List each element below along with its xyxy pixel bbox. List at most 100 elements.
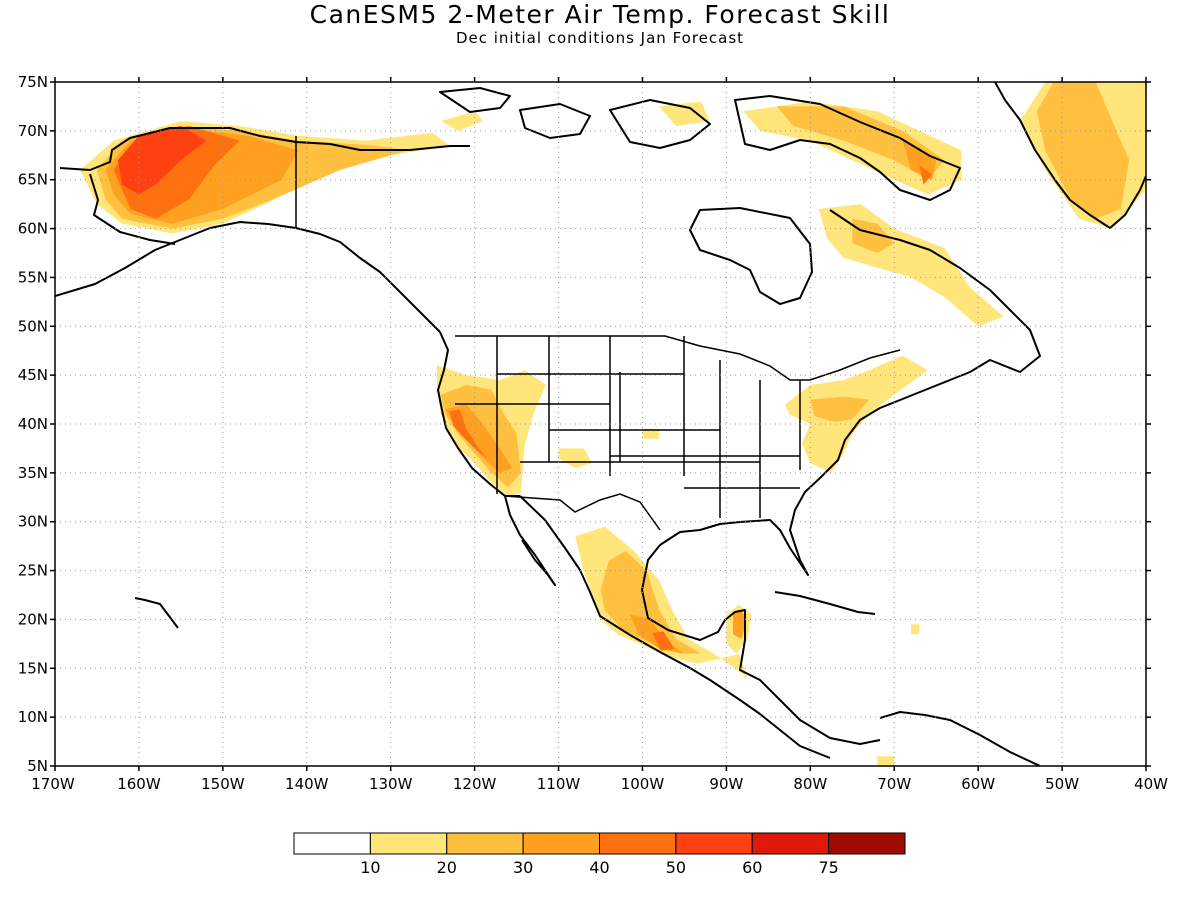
lon-tick-label: 40W — [1134, 775, 1168, 793]
coastline-cuba — [774, 591, 876, 615]
coastline-west-coast — [437, 331, 520, 497]
colorbar-label: 40 — [589, 858, 609, 877]
lat-lon-gridlines — [55, 82, 1146, 766]
lat-tick-label: 50N — [18, 317, 48, 335]
skill-region-mexico — [575, 526, 748, 679]
coastline-alaska-southwest — [89, 173, 176, 245]
coastline-alaska-north — [55, 221, 441, 333]
skill-region-great-basin — [436, 365, 546, 498]
colorbar-label: 60 — [742, 858, 762, 877]
lon-tick-label: 150W — [201, 775, 245, 793]
colorbar-swatch — [522, 832, 600, 855]
lon-tick-label: 140W — [285, 775, 329, 793]
lat-tick-label: 55N — [18, 268, 48, 286]
longitude-axis: 170W 160W 150W 140W 130W 120W 110W 100W 90W 80W 70… — [31, 77, 1168, 793]
skill-level-2-patch — [600, 551, 702, 654]
coastline-pacific-mexico — [519, 495, 831, 759]
colorbar-label: 50 — [666, 858, 686, 877]
lat-tick-label: 5N — [27, 757, 48, 775]
lon-tick-label: 160W — [117, 775, 161, 793]
map-title: CanESM5 2-Meter Air Temp. Forecast Skill — [309, 0, 891, 29]
lat-tick-label: 30N — [18, 513, 48, 531]
colorbar-swatch — [828, 832, 906, 855]
lat-tick-label: 45N — [18, 366, 48, 384]
skill-level-3-patch — [733, 609, 747, 639]
skill-region-quebec-labrador — [818, 204, 1004, 327]
political-borders-layer — [295, 136, 901, 531]
lon-tick-label: 170W — [31, 775, 75, 793]
lat-tick-label: 40N — [18, 415, 48, 433]
coastline-archipelago-3 — [439, 87, 511, 113]
skill-level-2-patch — [852, 218, 895, 253]
coastline-greenland — [994, 82, 1146, 229]
lat-tick-label: 75N — [18, 73, 48, 91]
border-us-mexico — [504, 493, 661, 531]
skill-level-1-patch — [441, 111, 483, 131]
skill-level-1-patch — [558, 448, 593, 468]
map-subtitle: Dec initial conditions Jan Forecast — [455, 29, 745, 47]
skill-level-4-patch — [449, 409, 488, 459]
lon-tick-label: 110W — [537, 775, 581, 793]
coastline-baffin-island — [734, 95, 961, 201]
colorbar-swatch — [369, 832, 448, 855]
colorbar-legend: 10 20 30 40 50 60 75 — [293, 832, 906, 877]
skill-level-1-patch — [911, 624, 920, 635]
coastline-hudson-bay — [689, 207, 813, 305]
colorbar-swatch — [675, 832, 753, 855]
lon-tick-label: 90W — [709, 775, 743, 793]
skill-region-northeast-us — [785, 355, 928, 473]
lon-tick-label: 80W — [793, 775, 827, 793]
coastline-south-america — [879, 711, 1041, 766]
skill-region-greenland — [1020, 82, 1146, 229]
colorbar-swatch — [446, 832, 524, 855]
lat-tick-label: 15N — [18, 659, 48, 677]
coastline-archipelago-2 — [519, 103, 591, 139]
lon-tick-label: 60W — [961, 775, 995, 793]
coastline-baja — [504, 495, 556, 586]
lon-tick-label: 120W — [453, 775, 497, 793]
colorbar-label: 75 — [818, 858, 838, 877]
border-us-canada — [455, 335, 901, 381]
border-state-lines-horizontal — [455, 373, 800, 489]
lon-tick-label: 100W — [621, 775, 665, 793]
lat-tick-label: 65N — [18, 171, 48, 189]
lat-tick-label: 25N — [18, 562, 48, 580]
skill-level-3-patch — [902, 140, 937, 180]
lat-tick-label: 20N — [18, 610, 48, 628]
coastline-archipelago-1 — [609, 99, 711, 149]
skill-level-5-patch — [117, 126, 207, 195]
skill-level-1-patch — [642, 428, 660, 439]
coastline-east-coast — [659, 379, 951, 576]
latitude-axis: 75N 70N 65N 60N 55N 50N 45N 40N 35N 30N 25N 20N 15N 1… — [18, 73, 1151, 775]
skill-level-4-patch — [652, 631, 675, 651]
skill-level-2-patch — [810, 396, 870, 422]
skill-level-2-patch — [776, 106, 945, 180]
skill-level-4-patch — [919, 165, 932, 185]
skill-level-1-patch — [818, 204, 1004, 327]
coastline-alaska-west — [59, 127, 470, 171]
lon-tick-label: 50W — [1045, 775, 1079, 793]
coastline-gulf-mexico — [641, 544, 881, 745]
colorbar-swatch — [599, 832, 677, 855]
border-state-lines-vertical — [496, 336, 801, 518]
skill-region-arctic-archipelago — [743, 101, 962, 195]
lat-tick-label: 70N — [18, 122, 48, 140]
skill-level-1-patch — [659, 101, 710, 126]
skill-level-1-patch — [575, 526, 748, 679]
coastline-layer — [55, 82, 1146, 766]
colorbar-label: 10 — [360, 858, 380, 877]
coastline-labrador — [829, 209, 1041, 381]
lat-tick-label: 60N — [18, 220, 48, 238]
skill-level-2-patch — [1036, 82, 1130, 219]
lat-tick-label: 35N — [18, 464, 48, 482]
colorbar-swatch — [751, 832, 830, 855]
lon-tick-label: 130W — [369, 775, 413, 793]
coastline-hawaii — [134, 597, 179, 629]
colorbar-label: 30 — [513, 858, 533, 877]
skill-region-alaska — [80, 121, 450, 234]
skill-region-small-patches — [441, 101, 920, 766]
colorbar-label: 20 — [437, 858, 457, 877]
lat-tick-label: 10N — [18, 708, 48, 726]
colorbar-swatch — [293, 832, 371, 855]
lon-tick-label: 70W — [877, 775, 911, 793]
